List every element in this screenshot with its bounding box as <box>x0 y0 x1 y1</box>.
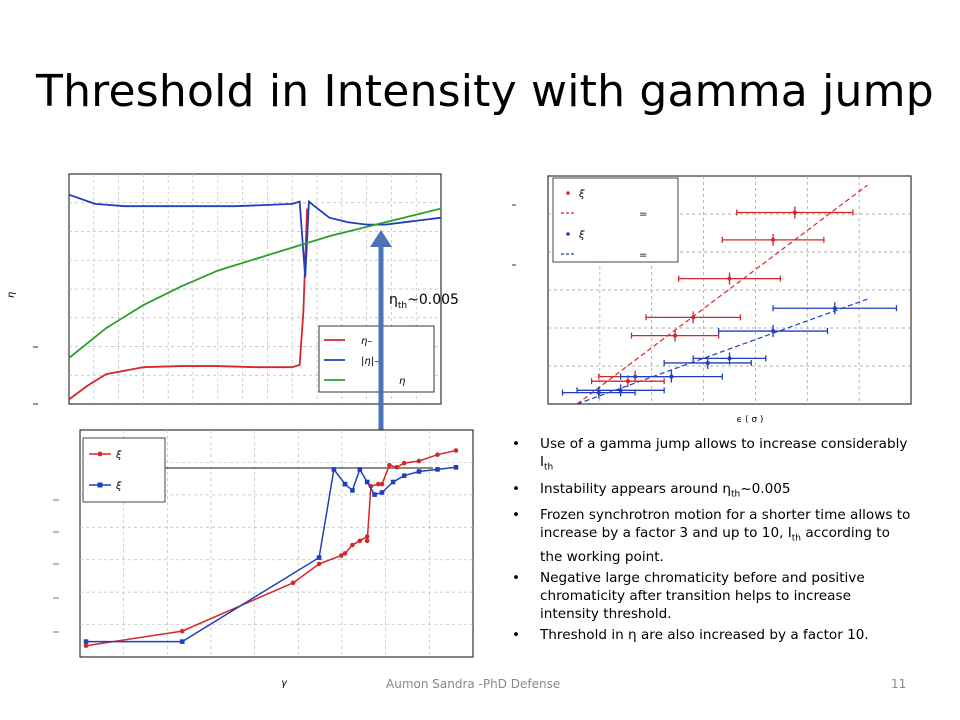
data-point <box>401 473 407 478</box>
data-point <box>364 534 370 539</box>
data-point <box>691 315 696 320</box>
data-point <box>435 467 440 472</box>
bullet-item: Threshold in η are also increased by a f… <box>512 626 912 644</box>
data-point <box>394 465 400 470</box>
data-point <box>350 542 355 548</box>
data-point <box>390 479 396 485</box>
bullet-list: Use of a gamma jump allows to increase c… <box>512 435 912 647</box>
data-point <box>316 555 322 560</box>
data-point <box>376 481 381 487</box>
legend-label: = <box>639 209 647 220</box>
data-point <box>83 643 89 649</box>
fit-line <box>576 184 868 405</box>
data-point <box>832 306 837 311</box>
data-point <box>364 479 370 485</box>
legend-label: ξ <box>115 481 122 492</box>
footer-text: Aumon Sandra -PhD Defense <box>386 677 561 691</box>
data-point <box>179 628 185 634</box>
data-point <box>179 639 185 644</box>
data-point <box>379 481 385 487</box>
data-point <box>727 276 732 281</box>
page-number: 11 <box>891 677 907 691</box>
legend-label: ξ <box>578 189 585 200</box>
legend-label: η <box>399 376 405 387</box>
data-point <box>618 388 623 393</box>
data-point <box>357 538 363 544</box>
x-axis-label: ϵ ( σ ) <box>737 415 764 425</box>
bullet-item: Instability appears around ηth~0.005 <box>512 480 912 504</box>
data-point <box>401 460 407 466</box>
y-axis-label: η <box>6 292 17 298</box>
data-point <box>339 553 344 558</box>
bullet-item: Frozen synchrotron motion for a shorter … <box>512 506 912 566</box>
series-line <box>68 208 308 401</box>
data-point <box>771 329 776 334</box>
data-point <box>669 374 674 379</box>
data-point <box>771 237 776 242</box>
fit-line <box>576 298 868 405</box>
data-point <box>342 481 348 487</box>
data-point <box>316 561 322 567</box>
data-point <box>416 458 422 464</box>
data-point <box>350 488 355 493</box>
data-point <box>372 492 377 497</box>
data-point <box>673 333 678 338</box>
legend-label: = <box>639 250 647 261</box>
slide-title: Threshold in Intensity with gamma jump <box>36 66 934 117</box>
data-point <box>596 390 601 395</box>
legend: η– |η|– η <box>318 325 435 393</box>
data-point <box>705 360 710 365</box>
data-point <box>83 639 89 644</box>
data-point <box>379 490 385 495</box>
data-point <box>453 448 459 453</box>
data-point <box>290 580 296 586</box>
bullet-item: Use of a gamma jump allows to increase c… <box>512 435 912 477</box>
legend-label: |η|– <box>361 356 379 367</box>
eta-threshold-chart: η γ η– |η|– η <box>6 173 442 460</box>
data-point <box>727 356 732 361</box>
x-axis-label: γ <box>281 678 288 689</box>
arrow-icon <box>370 230 392 460</box>
bullet-item: Negative large chromaticity before and p… <box>512 569 912 623</box>
eta-threshold-annotation: ηth~0.005 <box>389 292 459 311</box>
data-point <box>342 551 348 556</box>
data-point <box>387 462 392 468</box>
data-point <box>435 452 440 457</box>
data-point <box>453 465 459 470</box>
chromaticity-gamma-chart: ξ ξ γ <box>53 429 474 689</box>
data-point <box>792 210 797 215</box>
legend-label: ξ <box>115 450 122 461</box>
data-point <box>357 467 363 472</box>
data-point <box>364 538 370 544</box>
data-point <box>331 467 337 472</box>
series-line <box>68 207 442 359</box>
data-point <box>416 469 422 474</box>
legend-label: ξ <box>578 230 585 241</box>
legend: ξ = ξ = <box>552 177 679 263</box>
series-line <box>68 193 442 278</box>
legend: ξ ξ <box>82 437 166 503</box>
data-point <box>625 379 630 384</box>
chromaticity-emittance-chart: ξ = ξ = ϵ ( σ ) <box>512 175 912 425</box>
legend-label: η– <box>361 336 372 347</box>
